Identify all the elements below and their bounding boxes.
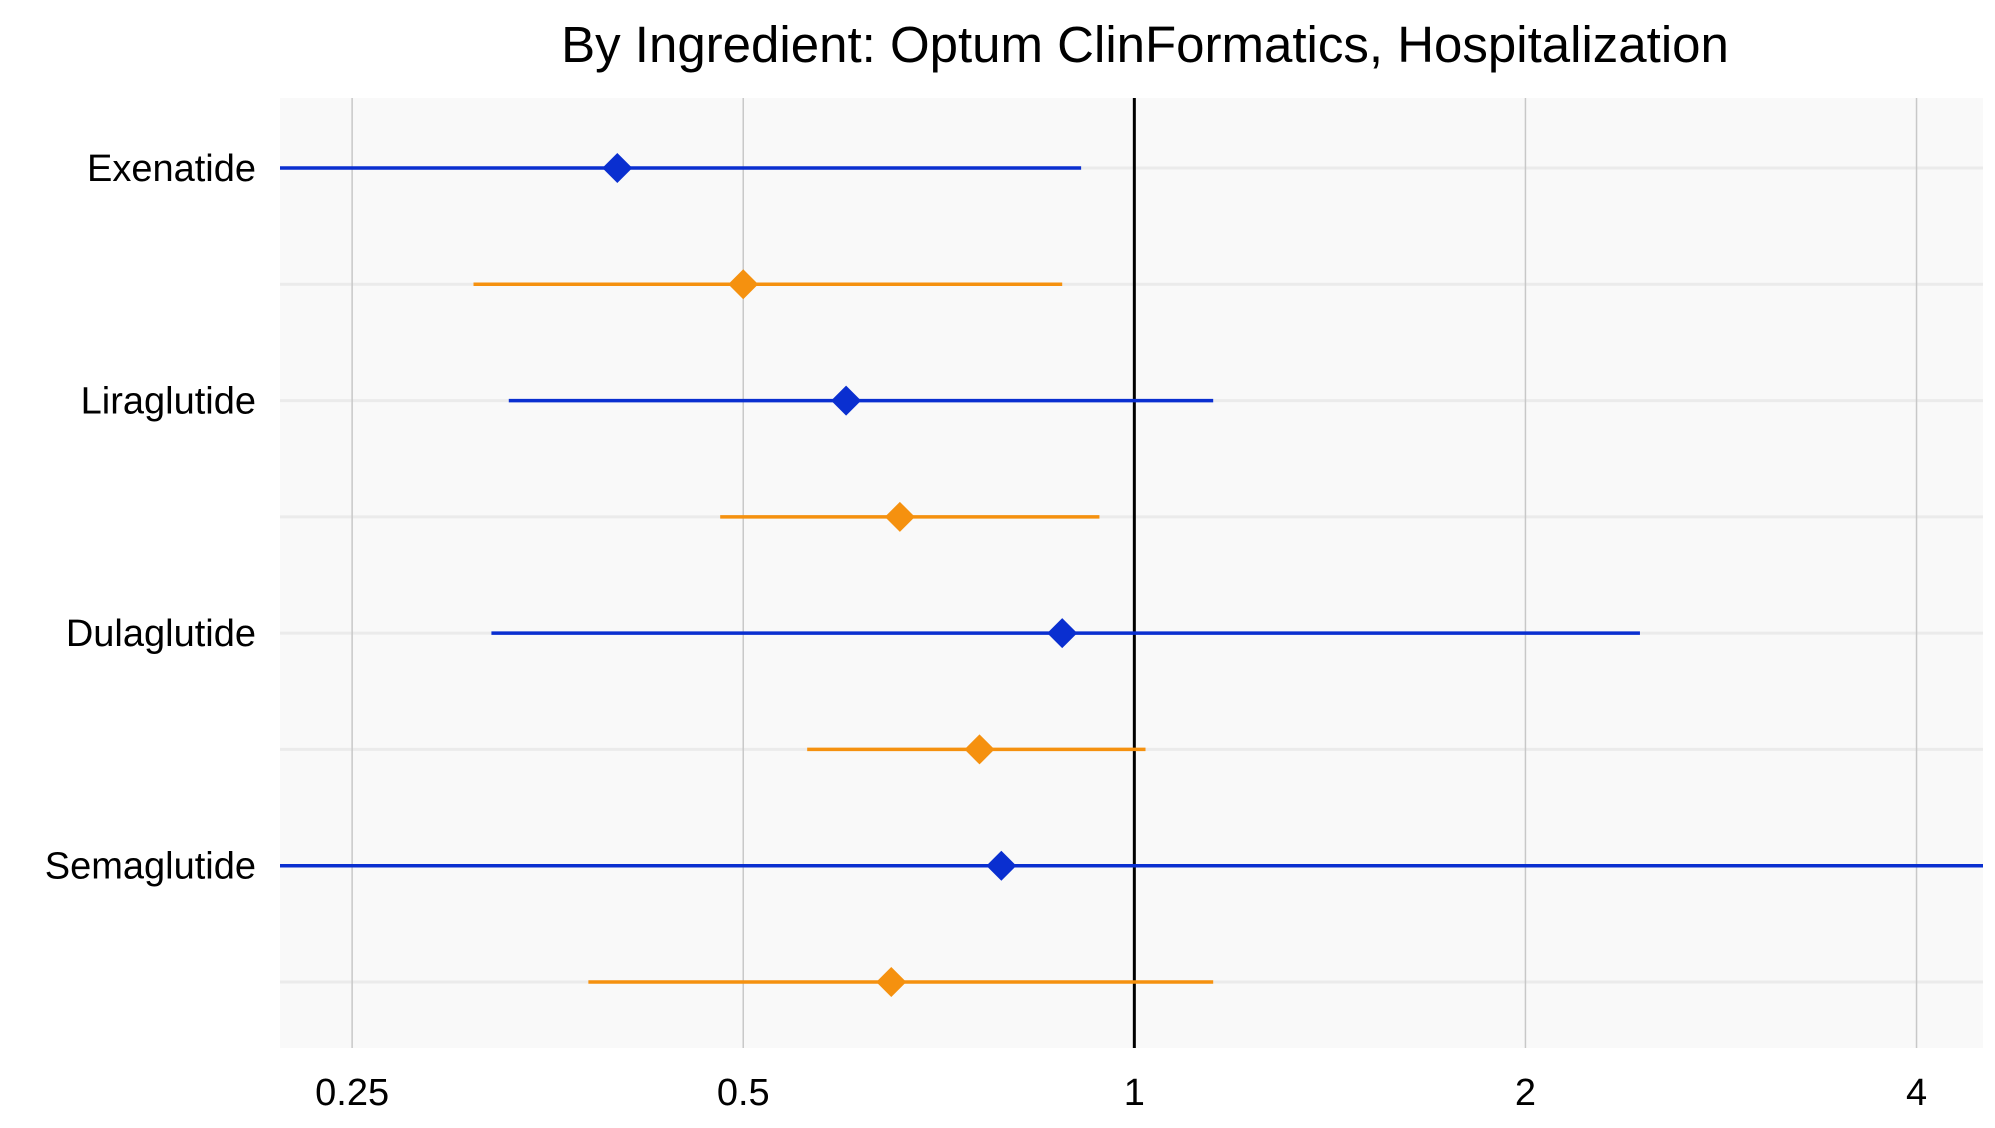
y-axis-label: Dulaglutide: [66, 613, 256, 655]
y-axis-label: Liraglutide: [81, 381, 256, 423]
y-axis-label: Exenatide: [87, 148, 256, 190]
x-tick-label: 4: [1906, 1072, 1927, 1114]
x-tick-label: 0.25: [315, 1072, 389, 1114]
estimate-rows: [280, 153, 1983, 997]
x-axis-tick-labels: 0.25 0.5 1 2 4: [315, 1072, 1927, 1114]
point-estimate-diamond: [1047, 618, 1078, 649]
x-tick-label: 0.5: [717, 1072, 770, 1114]
point-estimate-diamond: [602, 153, 633, 183]
point-estimate-diamond: [831, 385, 862, 416]
point-estimate-diamond: [884, 501, 915, 532]
y-axis-label: Semaglutide: [45, 846, 256, 888]
point-estimate-diamond: [728, 269, 759, 300]
point-estimate-diamond: [876, 967, 907, 997]
plot-background: [280, 98, 1983, 1048]
y-axis-labels: Exenatide Liraglutide Dulaglutide Semagluti…: [45, 148, 256, 888]
x-tick-label: 1: [1124, 1072, 1145, 1114]
point-estimate-diamond: [964, 734, 995, 765]
chart-title: By Ingredient: Optum ClinFormatics, Hosp…: [561, 16, 1729, 73]
x-tick-label: 2: [1515, 1072, 1536, 1114]
point-estimate-diamond: [986, 850, 1017, 881]
